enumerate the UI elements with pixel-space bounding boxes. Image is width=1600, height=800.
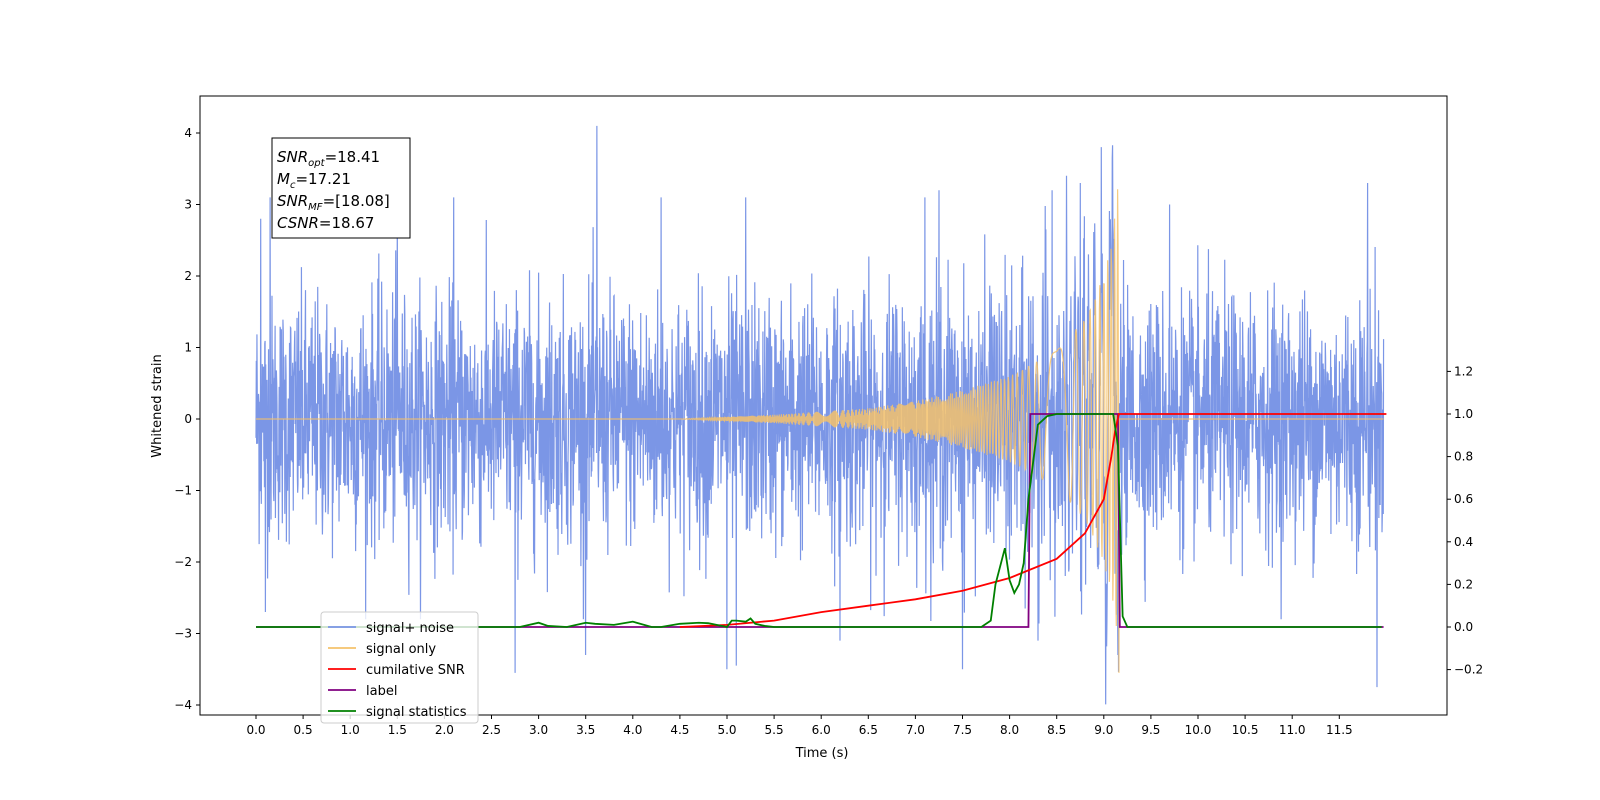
y-axis-left-ticks: 4 3 2 1 0 −1 −2 −3 −4 [174, 126, 200, 712]
annotation-line: SNRMF=[18.08] [277, 192, 390, 213]
y-left-tick-label: 1 [184, 341, 192, 355]
y-right-tick-label: 0.0 [1454, 620, 1473, 634]
x-tick-label: 7.5 [953, 723, 972, 737]
y-left-tick-label: −4 [174, 698, 192, 712]
annotation-frame [271, 137, 411, 239]
y-right-tick-label: 0.4 [1454, 535, 1473, 549]
x-axis-label: Time (s) [795, 746, 849, 761]
legend-label-signal-statistics: signal statistics [366, 705, 467, 720]
x-tick-label: 2.0 [435, 723, 454, 737]
x-tick-label: 6.5 [859, 723, 878, 737]
y-axis-label: Whitened strain [150, 354, 165, 457]
legend-label-signal-only: signal only [366, 642, 436, 657]
y-left-tick-label: −3 [174, 627, 192, 641]
legend-label-signal-noise: signal+ noise [366, 621, 454, 636]
series-signal-statistics-line [256, 413, 1382, 628]
y-left-tick-label: 2 [184, 269, 192, 283]
snr-annotation-box: SNRopt=18.41Mc=17.21SNRMF=[18.08]CSNR=18… [271, 137, 411, 239]
y-left-tick-label: −1 [174, 484, 192, 498]
x-tick-label: 5.5 [765, 723, 784, 737]
x-tick-label: 3.0 [529, 723, 548, 737]
x-tick-label: 8.0 [1000, 723, 1019, 737]
x-tick-label: 10.0 [1185, 723, 1212, 737]
legend-frame [320, 611, 479, 724]
x-tick-label: 5.0 [717, 723, 736, 737]
annotation-line: SNRopt=18.41 [277, 148, 380, 169]
y-right-tick-label: 0.2 [1454, 577, 1473, 591]
legend-label-label: label [366, 684, 397, 699]
x-tick-label: 8.5 [1047, 723, 1066, 737]
right-axis-series [256, 413, 1387, 628]
axes-frame [199, 95, 1448, 716]
y-left-tick-label: 3 [184, 198, 192, 212]
x-tick-label: 7.0 [906, 723, 925, 737]
x-tick-label: 1.5 [388, 723, 407, 737]
x-tick-label: 2.5 [482, 723, 501, 737]
x-tick-label: 1.0 [341, 723, 360, 737]
y-right-tick-label: 0.6 [1454, 492, 1473, 506]
y-right-tick-label: −0.2 [1454, 663, 1483, 677]
x-tick-label: 0.5 [294, 723, 313, 737]
x-tick-label: 11.0 [1279, 723, 1306, 737]
x-tick-label: 4.0 [623, 723, 642, 737]
x-axis-ticks: 0.0 0.5 1.0 1.5 2.0 2.5 3.0 3.5 4.0 4.5 5.0 5.5 6.0 6… [246, 715, 1353, 737]
x-tick-label: 10.5 [1232, 723, 1259, 737]
x-tick-label: 0.0 [246, 723, 265, 737]
signal-noise-line [255, 125, 1385, 705]
x-tick-label: 9.5 [1141, 723, 1160, 737]
y-right-tick-label: 0.8 [1454, 450, 1473, 464]
series-signal-only [256, 189, 1384, 673]
x-tick-label: 6.0 [812, 723, 831, 737]
x-tick-label: 9.0 [1094, 723, 1113, 737]
signal-only-line [256, 189, 1384, 673]
x-tick-label: 4.5 [670, 723, 689, 737]
annotation-line: Mc=17.21 [277, 170, 351, 191]
y-left-tick-label: 0 [184, 412, 192, 426]
x-tick-label: 3.5 [576, 723, 595, 737]
y-axis-right-ticks: 1.2 1.0 0.8 0.6 0.4 0.2 0.0 −0.2 [1447, 364, 1483, 677]
annotation-line: CSNR=18.67 [277, 214, 374, 232]
legend: signal+ noise signal only cumilative SNR la… [320, 611, 479, 724]
y-left-tick-label: 4 [184, 126, 192, 140]
legend-label-cumilative-snr: cumilative SNR [366, 663, 465, 678]
y-right-tick-label: 1.2 [1454, 364, 1473, 378]
series-cumilative-snr-line [679, 413, 1387, 628]
series-signal-noise [255, 125, 1385, 705]
y-left-tick-label: −2 [174, 555, 192, 569]
x-tick-label: 11.5 [1326, 723, 1353, 737]
plot-area [255, 125, 1387, 705]
y-right-tick-label: 1.0 [1454, 407, 1473, 421]
